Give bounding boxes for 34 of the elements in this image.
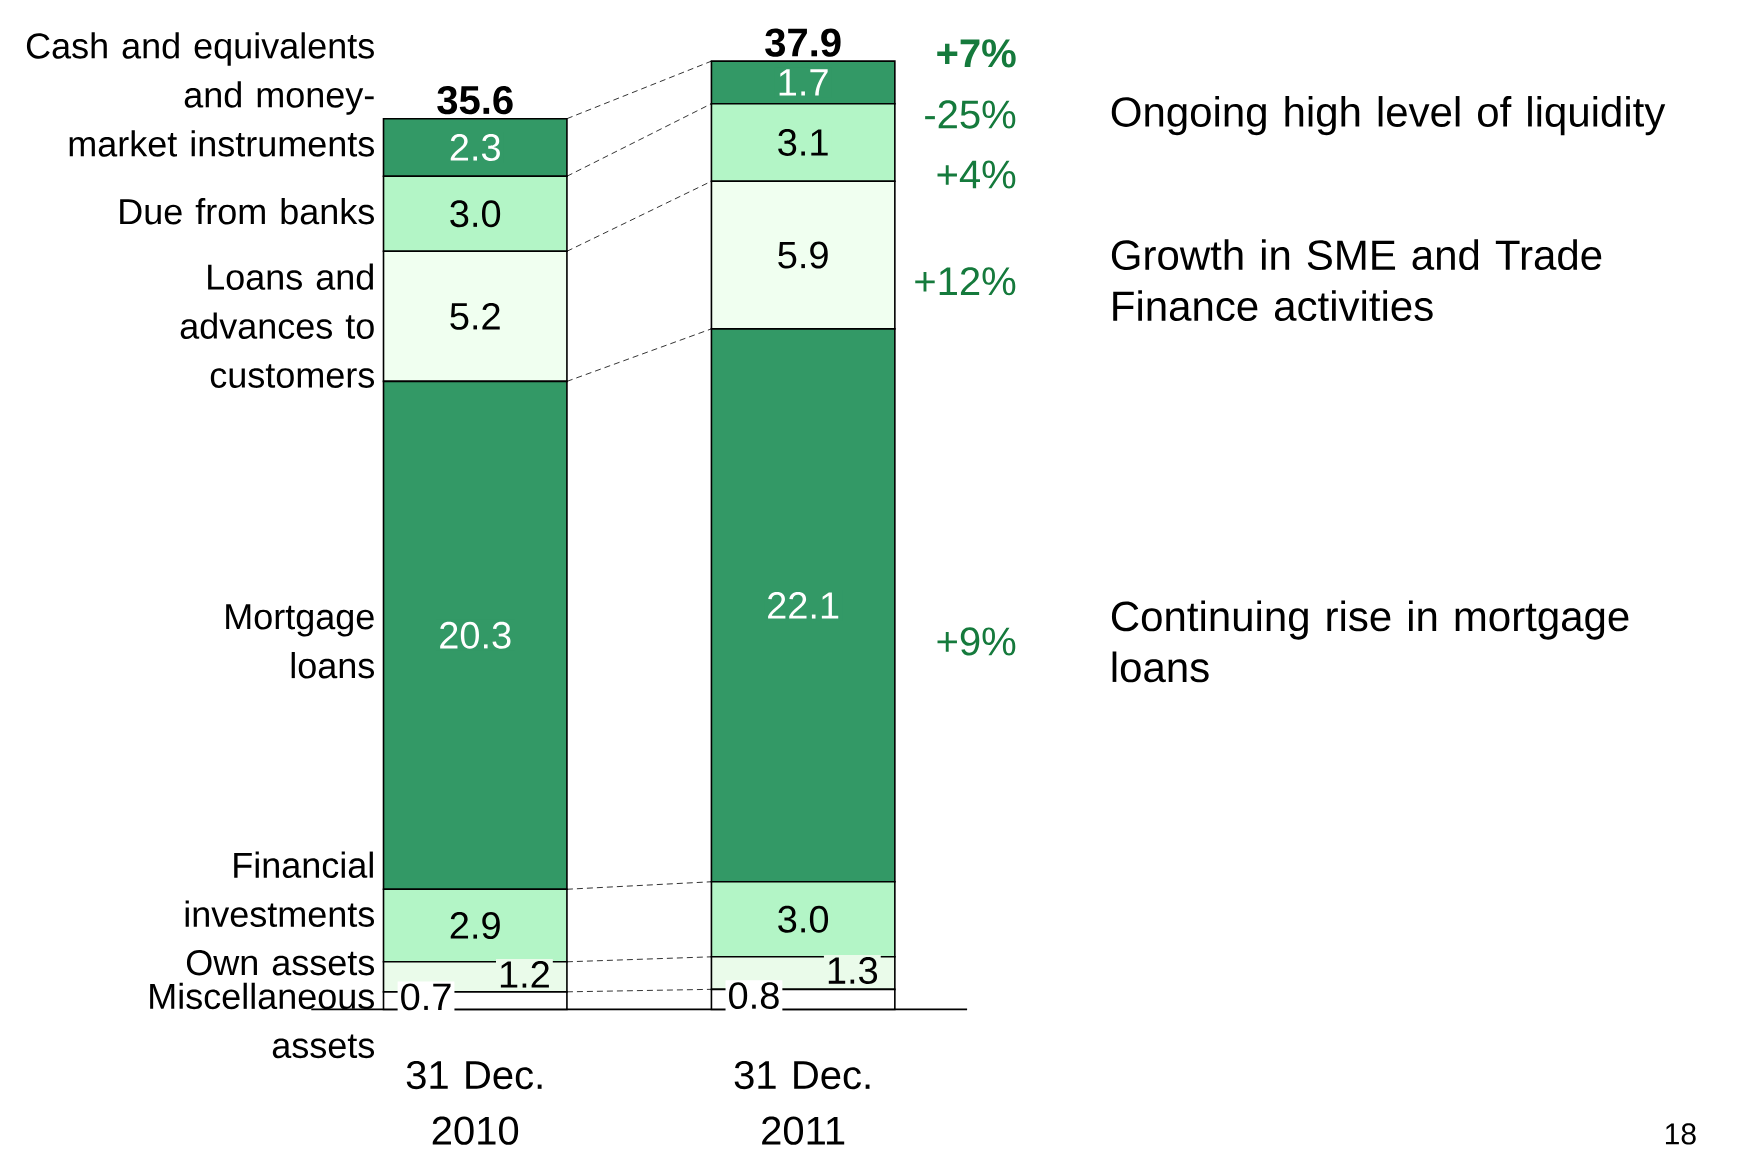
- series-label: Miscellaneous assets: [150, 982, 375, 1059]
- series-label: Due from banks: [120, 198, 374, 225]
- x-tick-label: 31 Dec. 2010: [406, 1061, 542, 1146]
- data-label: 2.9: [450, 912, 500, 940]
- annotation: +4%: [937, 160, 1016, 189]
- data-label: 5.2: [450, 303, 500, 331]
- series-label: Loans and advances to customers: [180, 263, 375, 389]
- data-label: 0.8: [729, 982, 779, 1010]
- data-label: 3.0: [778, 906, 829, 933]
- text: 18: [1665, 1123, 1696, 1145]
- text: Continuing rise in mortgage loans: [1111, 600, 1629, 683]
- text: Ongoing high level of liquidity: [1111, 96, 1666, 136]
- annotation: +7%: [937, 39, 1016, 68]
- data-label: 5.9: [778, 241, 828, 269]
- series-label: Mortgage loans: [226, 604, 375, 679]
- data-label: 1.7: [779, 69, 828, 96]
- data-label: 1.3: [828, 957, 878, 985]
- data-label: 2.3: [450, 134, 500, 162]
- annotation: +12%: [915, 267, 1016, 296]
- series-label: Cash and equivalents and money-market instruments: [26, 32, 375, 157]
- data-label: 3.0: [450, 200, 501, 228]
- data-label: 0.7: [401, 983, 451, 1011]
- series-label: Own assets: [186, 950, 375, 976]
- data-label: 20.3: [440, 622, 511, 650]
- data-label: 3.1: [778, 129, 828, 157]
- text: Growth in SME and Trade Finance activities: [1111, 239, 1602, 322]
- data-label: 22.1: [768, 592, 839, 619]
- annotation: -25%: [925, 100, 1016, 129]
- data-label: 1.2: [500, 961, 549, 988]
- x-tick-label: 31 Dec. 2011: [734, 1061, 870, 1146]
- annotation: +9%: [937, 627, 1016, 656]
- total-label: 37.9: [765, 28, 841, 57]
- series-label: Financial investments: [185, 851, 375, 928]
- total-label: 35.6: [437, 86, 513, 115]
